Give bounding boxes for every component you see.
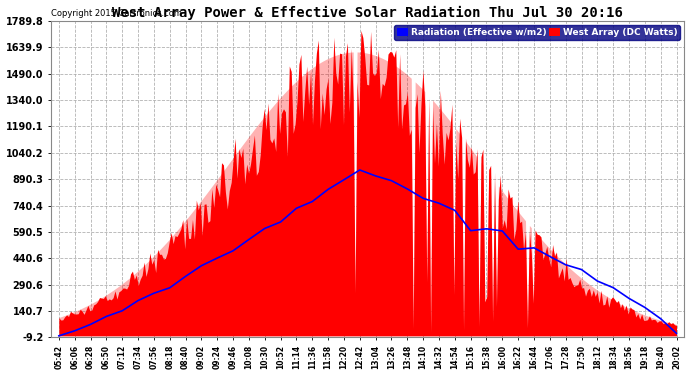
Legend: Radiation (Effective w/m2), West Array (DC Watts): Radiation (Effective w/m2), West Array (… <box>395 26 680 40</box>
Title: West Array Power & Effective Solar Radiation Thu Jul 30 20:16: West Array Power & Effective Solar Radia… <box>112 6 623 20</box>
Text: Copyright 2015 Cartronics.com: Copyright 2015 Cartronics.com <box>51 9 182 18</box>
